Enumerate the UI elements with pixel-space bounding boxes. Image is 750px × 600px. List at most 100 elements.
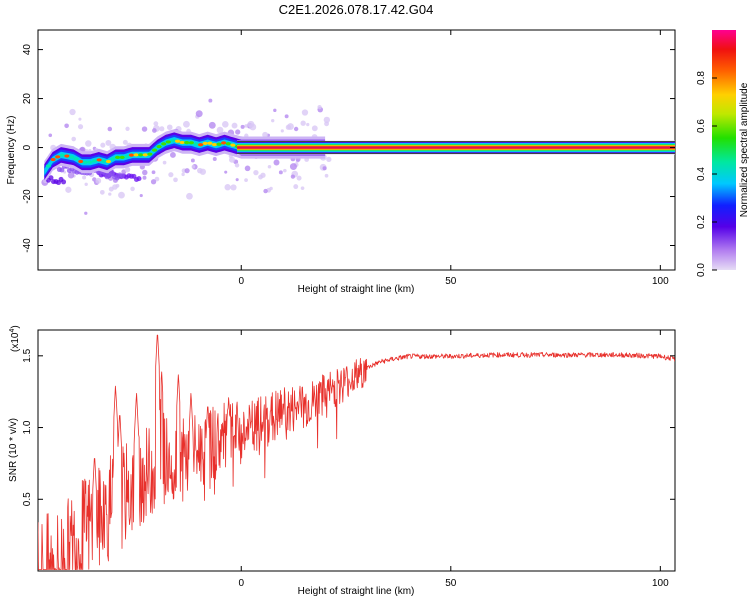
spectrogram-noise-blob [284,114,289,119]
spectrogram-noise-blob [273,108,277,113]
spectrogram-noise-blob [115,183,120,188]
spectrogram-noise-blob [216,126,224,134]
spectrogram-noise-blob [162,160,167,165]
spectrogram-noise-blob [159,126,165,132]
spectrogram-ytick-label: 20 [22,93,33,105]
spectrogram-hot-cell [45,164,52,168]
spectrogram-hot-cell [138,153,144,157]
spectrogram-noise-blob [224,170,228,174]
spectrogram-noise-blob [153,121,159,127]
spectrogram-noise-blob [212,157,217,162]
spectrogram-hot-cell [174,139,181,143]
spectrogram-noise-blob [280,129,284,133]
spectrogram-hot-cell [96,158,102,162]
spectrogram-hot-cell [110,157,116,161]
spectrogram-noise-blob [296,175,302,181]
spectrogram-hot-cell [156,144,162,149]
spectrogram-noise-blob [82,175,87,180]
spectrogram-noise-blob [267,165,272,169]
spectrogram-noise-blob [65,186,72,193]
spectrogram-noise-blob [183,120,190,128]
spectrogram-noise-blob [100,142,106,148]
spectrogram-noise-blob [108,192,112,196]
spectrogram-noise-blob [166,124,173,131]
spectrogram-noise-blob [322,166,327,171]
spectrogram-hot-cell [198,143,204,147]
spectrogram-hot-cell [133,153,139,157]
spectrogram-noise-blob [269,186,273,191]
spectrogram-hot-cell [147,152,153,156]
spectrogram-noise-blob [151,170,156,175]
spectrogram-hot-cell [105,159,112,164]
spectrogram-noise-blob [273,159,280,166]
spectrogram-noise-blob [228,156,236,163]
spectrogram-hot-cell [202,141,208,145]
colorbar-gradient [712,30,736,270]
snr-ylabel: SNR (10 * v/v) [8,418,19,482]
spectrogram-hot-cell [211,143,218,147]
spectrogram-noise-blob [48,133,53,138]
spectrogram-noise-blob [168,172,174,178]
spectrogram-noise-blob [240,124,245,129]
spectrogram-hot-cell [128,153,135,157]
spectrogram-noise-blob [262,131,269,138]
spectrogram-hot-cell [151,148,158,152]
spectrogram-noise-blob [287,123,294,130]
spectrogram-noise-blob [208,121,216,129]
spectrogram-noise-blob [130,186,135,192]
spectrogram-hot-cell [91,159,98,163]
colorbar: 0.0 0.2 0.4 0.6 0.8 Normalized spectral ampl… [696,30,750,277]
spectrogram-noise-blob [124,166,131,173]
spectrogram-noise-blob [190,158,195,163]
chart-title: C2E1.2026.078.17.42.G04 [279,2,434,17]
colorbar-ticks: 0.0 0.2 0.4 0.6 0.8 [696,71,717,277]
spectrogram-hot-cell [78,159,84,164]
spectrogram-ytick-label: 0 [22,144,33,150]
spectrogram-noise-blob [230,184,237,191]
spectrogram-noise-blob [77,124,84,130]
spectrogram-hot-cell [225,142,231,146]
spectrogram-noise-blob [235,178,239,182]
spectrogram-noise-blob [306,122,310,127]
spectrogram-noise-blob [195,110,203,118]
spectrogram-noise-blob [234,163,240,168]
snr-series-line [38,334,675,570]
spectrogram-hot-cell [221,141,227,145]
snr-scale-exponent: 4 [9,329,16,333]
spectrogram-noise-blob [300,186,305,190]
snr-scale-label: (x104) [9,325,21,352]
spectrogram-noise-blob [84,182,88,186]
spectrogram-noise-blob [235,129,241,135]
spectrogram-noise-blob [64,123,69,129]
spectrogram-noise-blob [221,120,229,128]
spectrogram-noise-blob [283,168,287,173]
spectrogram-hot-cell [124,154,130,159]
spectrogram-noise-blob [105,139,112,146]
spectrogram-hot-cell [170,138,176,143]
spectrogram-noise-blob [324,173,329,178]
spectrogram-noise-blob [317,105,322,110]
spectrogram-noise-blob [71,136,77,142]
spectrogram-image [41,98,675,215]
spectrogram-hot-cell [188,141,194,145]
spectrogram-noise-blob [181,172,185,177]
colorbar-tick-label: 0.0 [696,263,707,277]
spectrogram-hot-cell [230,143,236,147]
spectrogram-axes: -40 -20 0 20 40 0 50 100 [22,30,675,287]
spectrogram-hot-cell [55,155,61,159]
colorbar-tick-label: 0.6 [696,119,707,133]
spectrogram-noise-blob [326,156,332,162]
spectrogram-noise-blob [290,174,296,179]
spectrogram-branch-cell [136,176,142,182]
spectrogram-noise-blob [118,191,125,199]
spectrogram-ytick-label: -20 [22,189,33,204]
snr-scale-prefix: (x10 [10,332,21,352]
spectrogram-ytick-label: -40 [22,238,33,253]
colorbar-tick-label: 0.4 [696,167,707,181]
spectrogram-noise-blob [293,184,299,190]
spectrogram-noise-blob [142,169,148,176]
spectrogram-noise-blob [85,140,92,147]
spectrogram-branch-cell [59,167,65,173]
spectrogram-xtick-label: 50 [445,276,457,287]
spectrogram-noise-blob [142,175,147,180]
